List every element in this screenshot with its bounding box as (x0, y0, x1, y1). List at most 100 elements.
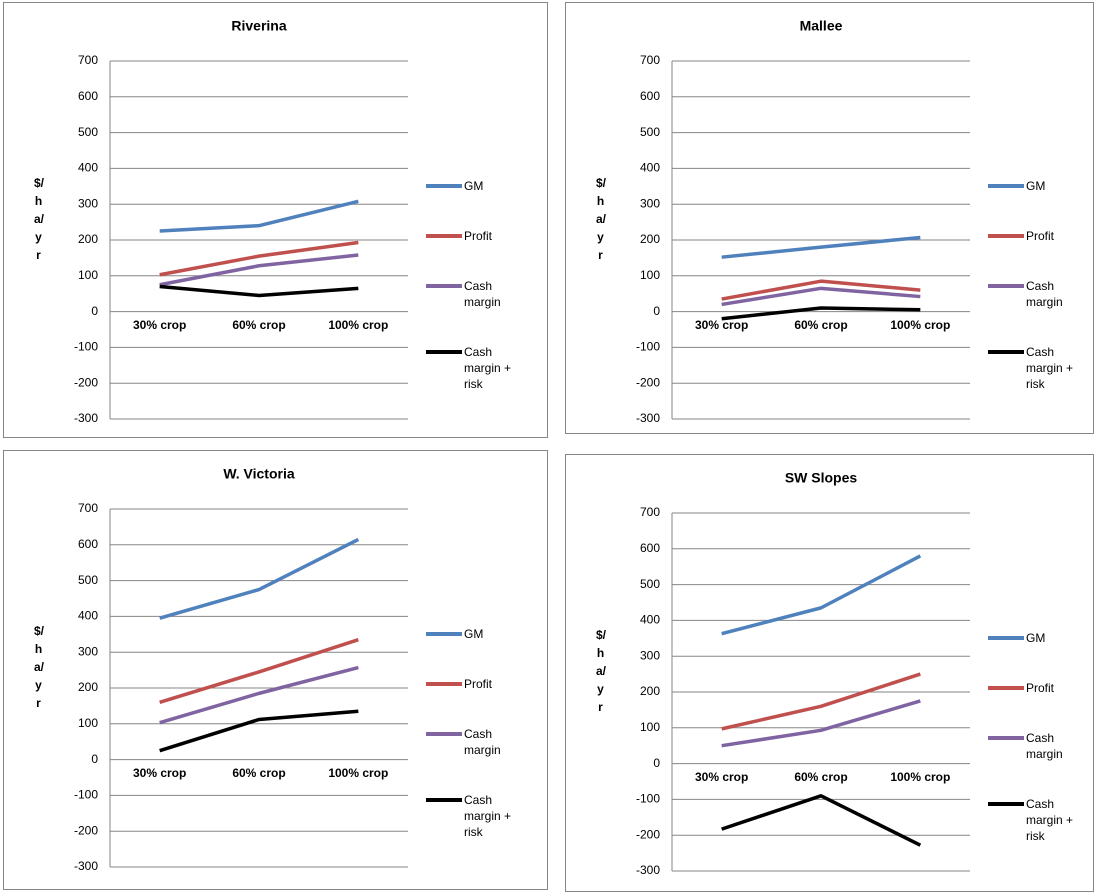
x-tick-label: 60% crop (794, 318, 847, 332)
y-tick-label: 200 (78, 680, 98, 694)
series-line (721, 554, 922, 636)
legend-swatch (988, 686, 1024, 690)
legend-item: GM (426, 178, 524, 194)
series-line (159, 638, 359, 704)
y-tick-label: 600 (78, 89, 98, 103)
legend-label: Cash margin (464, 279, 501, 309)
y-tick-label: -300 (74, 859, 98, 873)
x-tick-label: 60% crop (794, 770, 847, 784)
legend-item: Cash margin (988, 730, 1086, 762)
series-line (159, 537, 360, 620)
series-line (721, 699, 921, 748)
y-tick-label: 400 (78, 161, 98, 175)
y-axis-label: $/ha/yr (34, 624, 45, 710)
chart: Mallee -300 -200 -100 0 100 200 300 400 500 600 700… (636, 18, 970, 425)
x-tick-label: 60% crop (232, 766, 285, 780)
legend-label: Profit (1026, 229, 1055, 243)
legend-label: GM (464, 627, 484, 641)
legend: GM Profit Cash margin Cash margin + risk (988, 630, 1086, 844)
legend-swatch (988, 234, 1024, 238)
x-tick-label: 100% crop (328, 318, 388, 332)
y-tick-label: -200 (636, 375, 660, 389)
legend-swatch (988, 736, 1024, 740)
series-line (159, 284, 359, 298)
y-tick-label: 500 (640, 125, 660, 139)
legend-item: GM (988, 178, 1086, 194)
series-line (159, 709, 359, 753)
legend-swatch (426, 632, 462, 636)
legend-label: Cash margin + risk (464, 793, 512, 839)
legend-item: Profit (426, 228, 524, 244)
legend-label: Cash margin (464, 727, 501, 757)
y-tick-label: 300 (640, 196, 660, 210)
y-tick-label: 0 (91, 752, 98, 766)
y-tick-label: 500 (640, 577, 660, 591)
legend-label: Profit (1026, 681, 1055, 695)
legend-swatch (426, 732, 462, 736)
series-line (721, 306, 921, 321)
y-tick-label: -300 (74, 411, 98, 425)
legend-label: Cash margin + risk (464, 345, 512, 391)
legend-item: Cash margin + risk (988, 796, 1086, 844)
y-tick-label: 500 (78, 125, 98, 139)
legend-swatch (426, 184, 462, 188)
y-tick-label: -100 (636, 340, 660, 354)
y-tick-label: 700 (78, 501, 98, 515)
legend-item: Profit (988, 228, 1086, 244)
legend-label: Cash margin + risk (1026, 797, 1074, 843)
y-tick-label: 400 (640, 161, 660, 175)
y-tick-label: 400 (78, 609, 98, 623)
y-tick-label: 0 (653, 304, 660, 318)
y-tick-label: 200 (640, 232, 660, 246)
y-tick-label: 300 (640, 648, 660, 662)
y-tick-label: 300 (78, 196, 98, 210)
legend-swatch (988, 802, 1024, 806)
y-axis-label: $/ha/yr (34, 176, 45, 262)
x-tick-label: 30% crop (695, 770, 748, 784)
legend: GM Profit Cash margin Cash margin + risk (426, 626, 524, 840)
legend: GM Profit Cash margin Cash margin + risk (426, 178, 524, 392)
y-axis-label: $/ha/yr (596, 628, 607, 714)
legend-item: Profit (426, 676, 524, 692)
x-tick-label: 100% crop (890, 318, 950, 332)
chart-panel: Riverina -300 -200 -100 0 100 200 300 400 500 600 7… (3, 2, 548, 438)
chart-panel: SW Slopes -300 -200 -100 0 100 200 300 400 500 600… (565, 454, 1094, 892)
y-tick-label: 100 (640, 268, 660, 282)
y-tick-label: -300 (636, 411, 660, 425)
y-tick-label: -300 (636, 863, 660, 877)
legend-swatch (988, 284, 1024, 288)
y-tick-label: 600 (640, 89, 660, 103)
legend-item: Cash margin (988, 278, 1086, 310)
series-line (159, 665, 359, 725)
series-line (159, 240, 359, 277)
legend-swatch (426, 350, 462, 354)
chart: Riverina -300 -200 -100 0 100 200 300 400 500 600 7… (74, 18, 408, 425)
x-tick-label: 30% crop (133, 318, 186, 332)
chart-title: W. Victoria (223, 466, 295, 482)
x-tick-label: 30% crop (695, 318, 748, 332)
y-tick-label: -200 (636, 827, 660, 841)
legend-item: Cash margin + risk (426, 344, 524, 392)
y-tick-label: 200 (640, 684, 660, 698)
y-tick-label: -200 (74, 375, 98, 389)
legend-item: Cash margin (426, 278, 524, 310)
legend-swatch (426, 284, 462, 288)
y-tick-label: -100 (74, 788, 98, 802)
legend-label: Cash margin (1026, 731, 1063, 761)
legend-item: Profit (988, 680, 1086, 696)
y-tick-label: 700 (78, 53, 98, 67)
y-tick-label: 600 (78, 537, 98, 551)
chart: W. Victoria -300 -200 -100 0 100 200 300 400 500 6… (74, 466, 408, 873)
legend: GM Profit Cash margin Cash margin + risk (988, 178, 1086, 392)
chart-title: Mallee (800, 18, 843, 34)
series-line (721, 279, 921, 301)
chart-panel: W. Victoria -300 -200 -100 0 100 200 300 400 500 6… (3, 450, 548, 890)
series-line (159, 253, 359, 287)
series-line (721, 672, 921, 731)
legend-label: GM (1026, 631, 1046, 645)
series-line (721, 286, 921, 307)
y-tick-label: 0 (91, 304, 98, 318)
legend-item: GM (988, 630, 1086, 646)
y-tick-label: 100 (78, 268, 98, 282)
